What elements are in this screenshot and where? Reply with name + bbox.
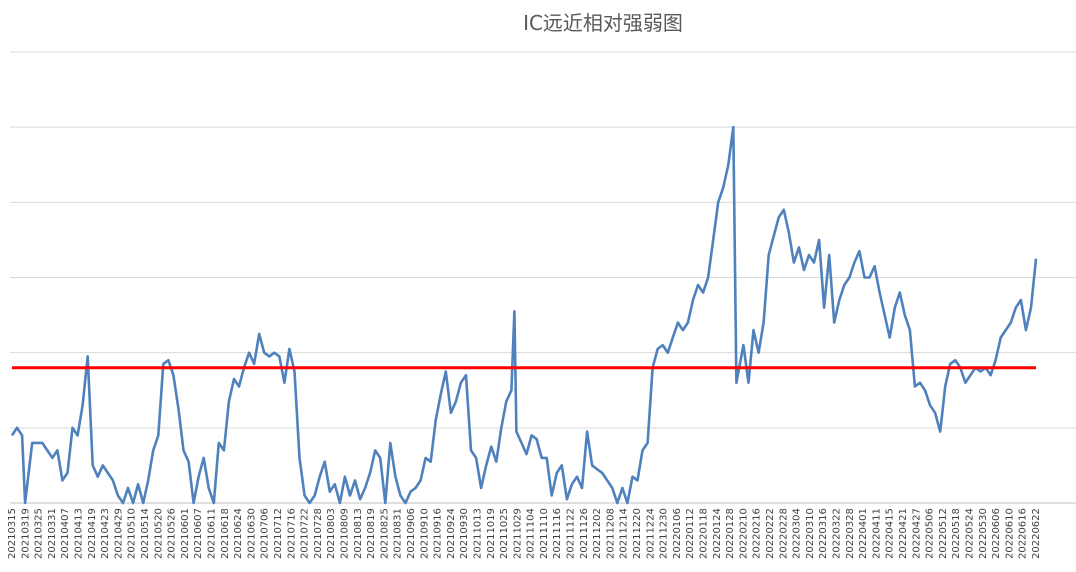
x-tick-label: 20210813 — [353, 508, 364, 559]
x-tick-label: 20211214 — [619, 508, 630, 559]
x-tick-label: 20220112 — [685, 508, 696, 559]
x-tick-label: 20211126 — [579, 508, 590, 559]
x-tick-label: 20220421 — [898, 508, 909, 559]
series-line — [10, 125, 1038, 505]
x-tick-label: 20210924 — [446, 508, 457, 559]
x-tick-label: 20210825 — [379, 508, 390, 559]
x-tick-label: 20210706 — [260, 508, 271, 559]
x-tick-label: 20211013 — [473, 508, 484, 559]
x-tick-label: 20220616 — [1018, 508, 1029, 559]
chart-title: IC远近相对强弱图 — [523, 11, 683, 35]
x-tick-label: 20220610 — [1004, 508, 1015, 559]
x-tick-label: 20210325 — [34, 508, 45, 559]
x-tick-label: 20220427 — [911, 508, 922, 559]
x-tick-label: 20211104 — [526, 508, 537, 559]
x-tick-label: 20220328 — [845, 508, 856, 559]
x-tick-label: 20210624 — [233, 508, 244, 559]
x-tick-label: 20211224 — [645, 508, 656, 559]
x-tick-label: 20210803 — [326, 508, 337, 559]
x-tick-label: 20210910 — [419, 508, 430, 559]
gridlines — [10, 51, 1076, 504]
x-tick-label: 20210331 — [47, 508, 58, 559]
x-tick-label: 20211019 — [486, 508, 497, 559]
x-tick-label: 20220222 — [765, 508, 776, 559]
x-tick-label: 20210722 — [300, 508, 311, 559]
x-tick-label: 20211208 — [605, 508, 616, 559]
x-tick-label: 20220524 — [965, 508, 976, 559]
x-tick-label: 20220506 — [925, 508, 936, 559]
x-tick-label: 20210526 — [167, 508, 178, 559]
x-tick-label: 20210630 — [246, 508, 257, 559]
x-tick-label: 20210419 — [87, 508, 98, 559]
x-tick-label: 20210809 — [340, 508, 351, 559]
x-tick-label: 20220415 — [885, 508, 896, 559]
x-tick-label: 20220210 — [738, 508, 749, 559]
x-tick-label: 20210831 — [393, 508, 404, 559]
x-tick-label: 20210601 — [180, 508, 191, 559]
x-tick-label: 20220128 — [725, 508, 736, 559]
x-tick-label: 20220118 — [699, 508, 710, 559]
x-tick-label: 20210510 — [127, 508, 138, 559]
x-tick-label: 20220401 — [858, 508, 869, 559]
x-tick-label: 20210319 — [20, 508, 31, 559]
x-tick-label: 20220228 — [778, 508, 789, 559]
x-tick-label: 20220518 — [951, 508, 962, 559]
x-tick-label: 20210906 — [406, 508, 417, 559]
x-tick-label: 20220512 — [938, 508, 949, 559]
x-tick-label: 20211122 — [566, 508, 577, 559]
x-tick-label: 20210429 — [113, 508, 124, 559]
x-tick-label: 20210819 — [366, 508, 377, 559]
x-tick-label: 20210407 — [60, 508, 71, 559]
x-tick-label: 20220216 — [752, 508, 763, 559]
x-tick-label: 20210413 — [74, 508, 85, 559]
x-tick-label: 20210611 — [207, 508, 218, 559]
x-tick-label: 20211025 — [499, 508, 510, 559]
x-tick-label: 20220310 — [805, 508, 816, 559]
x-tick-label: 20210520 — [153, 508, 164, 559]
x-tick-label: 20210716 — [286, 508, 297, 559]
x-tick-label: 20211220 — [632, 508, 643, 559]
x-tick-label: 20211116 — [552, 508, 563, 559]
x-tick-label: 20210423 — [100, 508, 111, 559]
x-tick-label: 20211029 — [512, 508, 523, 559]
x-tick-label: 20210618 — [220, 508, 231, 559]
x-tick-label: 20210930 — [459, 508, 470, 559]
x-tick-label: 20210916 — [433, 508, 444, 559]
x-tick-label: 20210728 — [313, 508, 324, 559]
x-tick-label: 20210712 — [273, 508, 284, 559]
x-tick-label: 20220316 — [818, 508, 829, 559]
x-tick-label: 20220124 — [712, 508, 723, 559]
x-tick-label: 20220606 — [991, 508, 1002, 559]
series-layer — [10, 125, 1038, 505]
x-tick-label: 20220530 — [978, 508, 989, 559]
x-tick-label: 20220622 — [1031, 508, 1042, 559]
x-tick-label: 20211110 — [539, 508, 550, 559]
x-tick-label: 20211230 — [659, 508, 670, 559]
x-tick-label: 20210514 — [140, 508, 151, 559]
x-tick-label: 20220106 — [672, 508, 683, 559]
x-axis-tick-labels: 20210315 20210319 20210325 20210331 20210407… — [7, 508, 1042, 559]
x-tick-label: 20220322 — [832, 508, 843, 559]
x-tick-label: 20210607 — [193, 508, 204, 559]
x-tick-label: 20220304 — [792, 508, 803, 559]
x-tick-label: 20210315 — [7, 508, 18, 559]
x-tick-label: 20211202 — [592, 508, 603, 559]
x-tick-label: 20220411 — [871, 508, 882, 559]
